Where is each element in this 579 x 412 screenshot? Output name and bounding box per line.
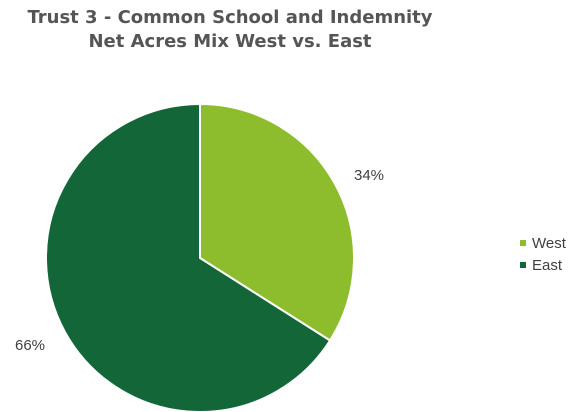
data-label-west: 34% xyxy=(354,167,384,184)
chart-legend: West East xyxy=(520,232,566,276)
pie-slice-east xyxy=(45,102,332,412)
data-label-east: 66% xyxy=(15,337,45,354)
legend-label-east: East xyxy=(532,256,563,274)
legend-item-east: East xyxy=(520,254,566,276)
legend-swatch-east xyxy=(520,262,526,268)
legend-label-west: West xyxy=(532,234,566,252)
legend-item-west: West xyxy=(520,232,566,254)
chart-title: Trust 3 - Common School and Indemnity Ne… xyxy=(0,6,460,54)
legend-swatch-west xyxy=(520,240,526,246)
chart-title-line-2: Net Acres Mix West vs. East xyxy=(88,31,372,52)
chart-title-line-1: Trust 3 - Common School and Indemnity xyxy=(27,7,433,28)
